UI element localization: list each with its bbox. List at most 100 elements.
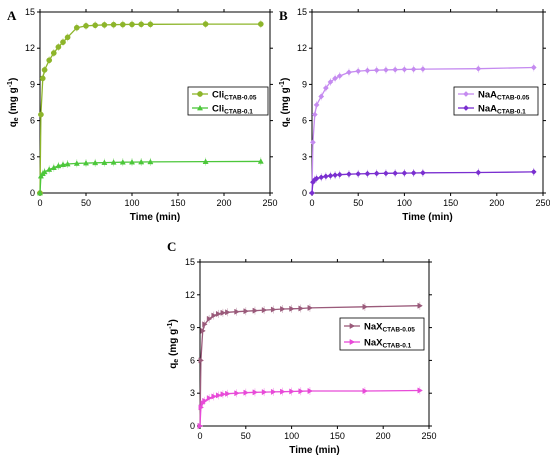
data-point [530,64,537,71]
y-axis-title-q: q [280,121,291,127]
data-point [128,158,136,165]
series-line [39,160,261,194]
data-point [364,170,371,177]
y-axis-title-sub: e [173,359,180,363]
x-tick-label: 150 [170,198,185,208]
x-tick-label: 200 [489,198,504,208]
y-axis-title-sub: e [13,117,20,121]
data-point [50,164,57,170]
data-point [234,390,240,397]
data-point [50,50,57,56]
data-point [198,357,205,364]
y-axis-title: qe (mg g-1) [167,319,180,369]
x-axis-title: Time (min) [130,212,180,223]
data-point [401,170,408,177]
data-point [73,24,80,31]
y-tick-label: 6 [30,116,35,126]
data-point [327,172,334,179]
data-point [101,22,108,28]
x-tick-label: 50 [81,198,91,208]
y-axis-title-q: q [8,121,19,127]
data-point [313,101,320,108]
legend-label-sub: CTAB-0.1 [224,109,253,116]
chart-panel-c: C 0 50 100 150 200 250 0 3 6 9 12 15 Time (min) qe (mg… [167,239,437,456]
data-point [110,159,117,165]
y-tick-label: 9 [190,323,195,333]
y-axis-title-close: ) [280,78,291,81]
data-point [261,307,268,314]
legend-marker [349,322,356,330]
y-axis-title-sup: -1 [7,81,14,87]
data-point [530,168,537,175]
legend-label: CliCTAB-0.05 [212,90,257,102]
legend-label-name: NaA [478,104,497,115]
data-point [307,387,314,395]
y-axis-title: qe (mg g-1) [7,78,20,128]
data-point [332,172,339,179]
data-point [243,308,249,315]
data-point [36,189,44,196]
legend-label-sub: CTAB-0.05 [497,95,530,102]
legend-label: NaACTAB-0.05 [478,90,530,102]
panel-letter: C [167,239,176,254]
data-point [401,66,408,73]
data-point [55,44,62,50]
x-tick-label: 50 [241,431,251,441]
y-tick-label: 0 [190,421,195,431]
plot-frame [199,261,430,427]
y-axis-title-close: ) [8,78,19,81]
data-point [419,66,426,73]
x-tick-label: 0 [37,198,42,208]
data-point [346,171,352,178]
data-point [60,39,66,46]
x-tick-label: 100 [124,198,139,208]
data-point [475,169,482,176]
data-point [392,66,399,73]
data-point [311,111,318,118]
data-point [101,159,108,165]
series-nax-ctab-0-1 [197,386,423,430]
data-point [206,315,213,322]
series-cli-ctab-0-05 [37,20,264,196]
legend-label-name: NaX [364,322,383,333]
y-axis-title-sup: -1 [279,81,286,87]
data-point [39,75,46,82]
x-tick-label: 250 [535,198,550,208]
legend-label-name: NaX [364,338,383,349]
x-tick-label: 250 [262,198,277,208]
series-cli-ctab-0-1 [36,157,264,196]
data-point [280,305,286,313]
data-point [225,309,231,316]
data-point [64,34,71,41]
data-point [202,397,208,404]
data-point [475,65,482,72]
data-point [202,158,209,164]
data-point [252,389,259,396]
legend-marker [349,338,356,346]
data-point [41,168,48,175]
data-point [346,69,352,76]
x-tick-label: 200 [376,431,391,441]
data-point [327,79,334,85]
data-point [252,307,259,314]
data-point [220,309,227,316]
data-point [92,22,99,29]
data-point [355,170,362,177]
x-tick-label: 0 [309,198,314,208]
legend-marker [196,104,204,111]
data-point [138,21,145,28]
data-point [270,388,277,395]
data-point [362,387,368,395]
data-point [318,93,325,100]
legend-label-name: Cli [212,104,224,115]
data-point [55,162,62,169]
data-point [417,387,423,394]
data-point [410,170,417,176]
y-tick-label: 0 [30,188,35,198]
data-point [322,173,329,180]
legend-label-sub: CTAB-0.05 [224,95,257,102]
data-point [198,404,205,411]
